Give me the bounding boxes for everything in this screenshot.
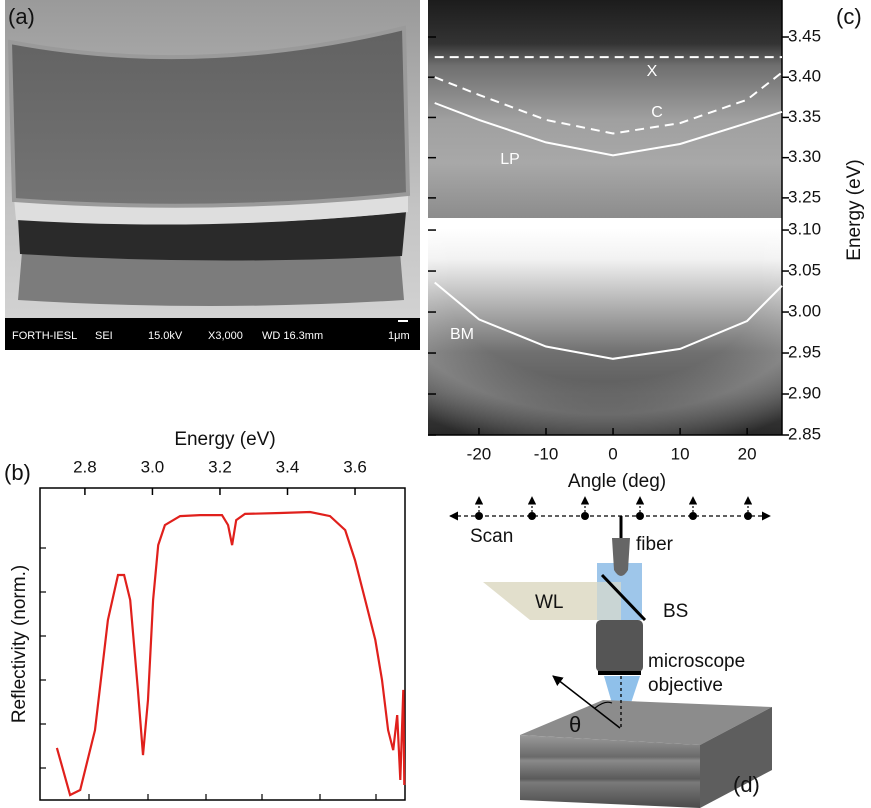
- y-tick-label: 3.00: [788, 302, 821, 321]
- x-axis-label: Angle (deg): [568, 471, 666, 492]
- data-line: [57, 512, 404, 795]
- x-tick-label: 0: [608, 444, 617, 463]
- y-tick-label: 3.25: [788, 187, 821, 206]
- x-tick-label: 3.2: [208, 457, 232, 476]
- y-tick-label: 3.10: [788, 220, 821, 239]
- series-label: C: [651, 104, 663, 121]
- series-label: BM: [450, 326, 474, 343]
- x-tick-label: 3.6: [343, 457, 367, 476]
- y-tick-label: 2.95: [788, 343, 821, 362]
- panel-label: (c): [836, 4, 862, 29]
- sem-caption: 1μm: [388, 330, 410, 342]
- x-tick-label: 3.0: [141, 457, 165, 476]
- x-tick-label: -20: [467, 444, 492, 463]
- x-tick-label: 10: [671, 444, 690, 463]
- sem-caption: 15.0kV: [148, 330, 183, 342]
- y-tick-label: 3.40: [788, 67, 821, 86]
- sem-caption: X3,000: [208, 330, 243, 342]
- panel-label: (b): [4, 460, 31, 485]
- sem-image: [5, 0, 420, 350]
- y-axis-label: Energy (eV): [844, 159, 865, 260]
- y-tick-label: 2.85: [788, 424, 821, 443]
- x-axis-label: Energy (eV): [174, 429, 275, 450]
- sem-caption: FORTH-IESL: [12, 330, 77, 342]
- series-label: X: [647, 63, 658, 80]
- x-tick-label: 3.4: [276, 457, 300, 476]
- x-tick-label: 2.8: [73, 457, 97, 476]
- objective-label: objective: [648, 675, 723, 696]
- fiber-label: fiber: [636, 534, 674, 555]
- axis-ticks: [40, 548, 376, 800]
- panel-label: (d): [733, 772, 760, 797]
- objective-label: microscope: [648, 651, 745, 672]
- series-label: LP: [500, 151, 520, 168]
- sem-caption: SEI: [95, 330, 113, 342]
- x-tick-label: 20: [738, 444, 757, 463]
- y-axis-label: Reflectivity (norm.): [9, 565, 30, 723]
- y-tick-label: 3.35: [788, 107, 821, 126]
- y-tick-label: 3.05: [788, 261, 821, 280]
- wl-label: WL: [535, 592, 564, 613]
- figure: (a) FORTH-IESL SEI 15.0kV X3,000 WD 16.3…: [0, 0, 871, 808]
- y-tick-label: 2.90: [788, 383, 821, 402]
- y-tick-label: 3.30: [788, 147, 821, 166]
- plot-frame: [40, 488, 405, 800]
- scan-label: Scan: [470, 526, 513, 547]
- dispersion-map: [428, 228, 782, 435]
- x-tick-label: -10: [534, 444, 559, 463]
- bs-label: BS: [663, 601, 688, 622]
- angle-label: θ: [569, 712, 581, 737]
- panel-label: (a): [8, 4, 35, 29]
- y-tick-label: 3.45: [788, 26, 821, 45]
- dispersion-map: [428, 0, 782, 218]
- sem-caption: WD 16.3mm: [262, 330, 323, 342]
